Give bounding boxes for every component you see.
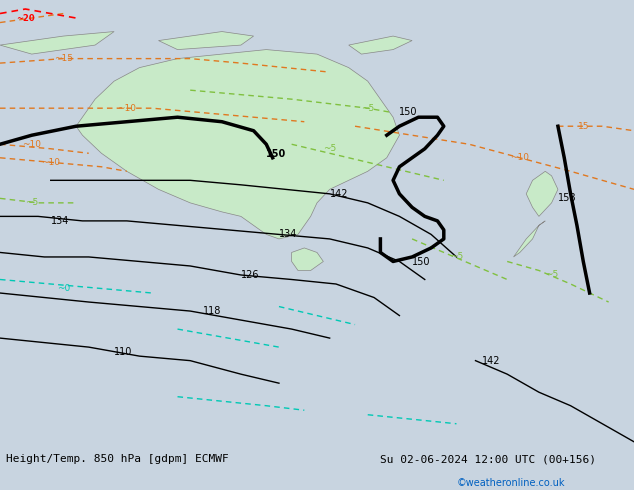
Text: ~5: ~5 [25,198,38,207]
Text: 134: 134 [279,229,297,240]
Text: 150: 150 [399,107,418,117]
Text: ~0: ~0 [57,284,70,293]
Text: ~15: ~15 [54,54,73,63]
Text: 158: 158 [558,194,576,203]
Text: ©weatheronline.co.uk: ©weatheronline.co.uk [456,478,565,489]
Polygon shape [158,31,254,49]
Text: ~5: ~5 [450,252,463,262]
Text: ~10: ~10 [41,158,60,167]
Text: 126: 126 [241,270,259,280]
Text: ~5: ~5 [545,270,558,279]
Text: 150: 150 [412,257,430,267]
Text: ~5: ~5 [361,104,374,113]
Polygon shape [0,31,114,54]
Polygon shape [292,248,323,270]
Text: 110: 110 [114,346,133,357]
Text: 15: 15 [578,122,589,131]
Text: 150: 150 [266,149,287,159]
Polygon shape [76,49,399,239]
Text: 134: 134 [51,216,69,226]
Text: ~10: ~10 [117,104,136,113]
Text: ~20: ~20 [16,14,35,23]
Text: ~5: ~5 [323,144,336,153]
Polygon shape [526,172,558,217]
Text: 142: 142 [330,189,348,199]
Text: 118: 118 [203,306,221,316]
Text: ~10: ~10 [22,140,41,149]
Text: 142: 142 [482,356,500,366]
Polygon shape [349,36,412,54]
Text: Su 02-06-2024 12:00 UTC (00+156): Su 02-06-2024 12:00 UTC (00+156) [380,454,597,464]
Text: Height/Temp. 850 hPa [gdpm] ECMWF: Height/Temp. 850 hPa [gdpm] ECMWF [6,454,229,464]
Text: ~10: ~10 [510,153,529,162]
Polygon shape [514,221,545,257]
